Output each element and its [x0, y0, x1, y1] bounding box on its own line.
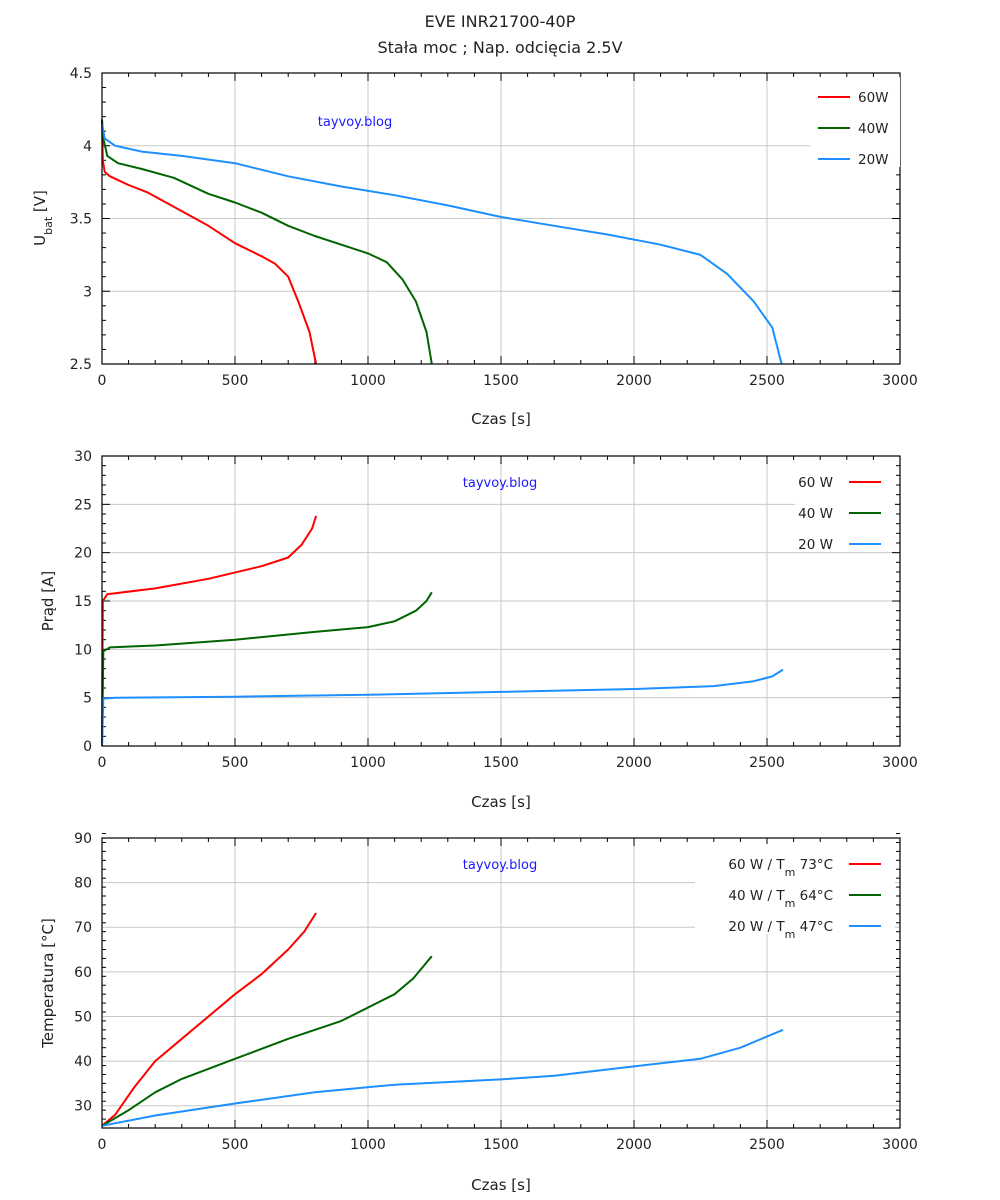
series-line-40W: [101, 591, 433, 747]
legend-label-main: 60 W: [798, 475, 833, 491]
y-axis-label: Ubat [V]: [31, 190, 55, 246]
x-tick-label: 2000: [616, 755, 652, 771]
y-axis-label-main: U: [31, 235, 49, 246]
legend-label-sub: m: [785, 928, 796, 941]
x-axis-label: Czas [s]: [471, 410, 531, 428]
series-line-20W: [101, 123, 783, 365]
series-line-60W: [101, 515, 318, 747]
y-tick-label: 90: [74, 831, 92, 847]
legend-background: [695, 844, 895, 934]
series-line-40W: [101, 955, 433, 1127]
legend-background: [795, 462, 895, 552]
x-tick-label: 1500: [483, 755, 519, 771]
y-axis-label-main: Prąd [A]: [39, 571, 57, 631]
x-tick-label: 2500: [749, 373, 785, 389]
legend: 60W 40W 20W: [810, 77, 900, 168]
x-tick-label: 1000: [350, 1137, 386, 1153]
chart-panel-2: 0 500 1000 1500 2000 2500 3000 0 5 10 15 20 25 30 Czas…: [39, 449, 918, 811]
x-tick-label: 2500: [749, 1137, 785, 1153]
x-tick-label: 1500: [483, 373, 519, 389]
x-tick-label: 0: [98, 1137, 107, 1153]
legend-label-rest: 47°C: [795, 919, 833, 935]
legend-label: 20W: [858, 152, 889, 168]
y-tick-label: 3.5: [70, 212, 92, 228]
series-line-20W: [101, 668, 784, 747]
x-tick-label: 0: [98, 755, 107, 771]
y-tick-label: 3: [83, 284, 92, 300]
series-line-60W: [101, 912, 317, 1127]
y-tick-label: 60: [74, 965, 92, 981]
legend-label: 60W: [858, 90, 889, 106]
legend-label: 40 W / Tm 64°C: [728, 888, 833, 910]
legend-label-rest: 64°C: [795, 888, 833, 904]
legend-label-rest: 73°C: [795, 857, 833, 873]
legend-label-sub: m: [785, 866, 796, 879]
x-tick-label: 500: [222, 755, 249, 771]
legend-label: 20 W / Tm 47°C: [728, 919, 833, 941]
legend-label: 20 W: [798, 537, 833, 553]
chart-panel-3: 0 500 1000 1500 2000 2500 3000 30 40 50 60 70 80 90 Cz…: [39, 831, 918, 1194]
legend-label-main: 40 W / T: [728, 888, 785, 904]
y-axis-label-main: Temperatura [°C]: [39, 918, 57, 1049]
chart-title: EVE INR21700-40P: [425, 12, 576, 31]
y-tick-label: 4.5: [70, 66, 92, 82]
y-tick-label: 80: [74, 876, 92, 892]
x-tick-label: 1000: [350, 373, 386, 389]
y-axis-label-rest: [V]: [31, 190, 49, 217]
legend-label-main: 40 W: [798, 506, 833, 522]
y-tick-label: 20: [74, 546, 92, 562]
x-tick-label: 3000: [882, 373, 918, 389]
x-axis-label: Czas [s]: [471, 793, 531, 811]
y-tick-label: 4: [83, 139, 92, 155]
legend-label: 40W: [858, 121, 889, 137]
y-tick-label: 0: [83, 739, 92, 755]
series-line-40W: [101, 119, 433, 365]
y-tick-label: 10: [74, 642, 92, 658]
x-axis-label: Czas [s]: [471, 1176, 531, 1194]
y-axis-label: Prąd [A]: [39, 571, 57, 631]
x-tick-label: 1000: [350, 755, 386, 771]
legend-label-main: 60 W / T: [728, 857, 785, 873]
series-line-20W: [101, 1028, 784, 1127]
legend-label: 40 W: [798, 506, 833, 522]
y-tick-label: 2.5: [70, 357, 92, 373]
watermark: tayvoy.blog: [463, 476, 537, 491]
x-tick-label: 2500: [749, 755, 785, 771]
legend-label: 60 W: [798, 475, 833, 491]
y-tick-label: 40: [74, 1054, 92, 1070]
x-tick-label: 1500: [483, 1137, 519, 1153]
y-tick-label: 70: [74, 920, 92, 936]
watermark: tayvoy.blog: [318, 115, 392, 130]
y-tick-label: 30: [74, 449, 92, 465]
y-tick-label: 30: [74, 1099, 92, 1115]
series-line-60W: [101, 119, 318, 365]
chart-panel-1: 0 500 1000 1500 2000 2500 3000 2.5 3 3.5 4 4.5 Czas …: [31, 66, 918, 428]
x-tick-label: 500: [222, 1137, 249, 1153]
legend-background: [810, 77, 900, 167]
plot-frame: [101, 455, 901, 747]
x-tick-label: 0: [98, 373, 107, 389]
legend-label: 60 W / Tm 73°C: [728, 857, 833, 879]
x-tick-label: 2000: [616, 1137, 652, 1153]
plot-frame: [101, 72, 901, 365]
watermark: tayvoy.blog: [463, 858, 537, 873]
y-axis-label-sub: bat: [42, 216, 55, 235]
legend-label-sub: m: [785, 897, 796, 910]
x-tick-label: 2000: [616, 373, 652, 389]
legend: 60 W 40 W 20 W: [795, 462, 895, 553]
legend-label-main: 20 W / T: [728, 919, 785, 935]
legend: 60 W / Tm 73°C40 W / Tm 64°C20 W / Tm 47…: [695, 844, 895, 941]
chart-subtitle: Stała moc ; Nap. odcięcia 2.5V: [377, 38, 622, 57]
x-tick-label: 3000: [882, 755, 918, 771]
y-tick-label: 25: [74, 497, 92, 513]
plot-frame: [101, 837, 901, 1129]
y-tick-label: 15: [74, 594, 92, 610]
y-axis-label: Temperatura [°C]: [39, 918, 57, 1049]
x-tick-label: 500: [222, 373, 249, 389]
y-tick-label: 50: [74, 1009, 92, 1025]
x-tick-label: 3000: [882, 1137, 918, 1153]
legend-label-main: 20 W: [798, 537, 833, 553]
y-tick-label: 5: [83, 691, 92, 707]
